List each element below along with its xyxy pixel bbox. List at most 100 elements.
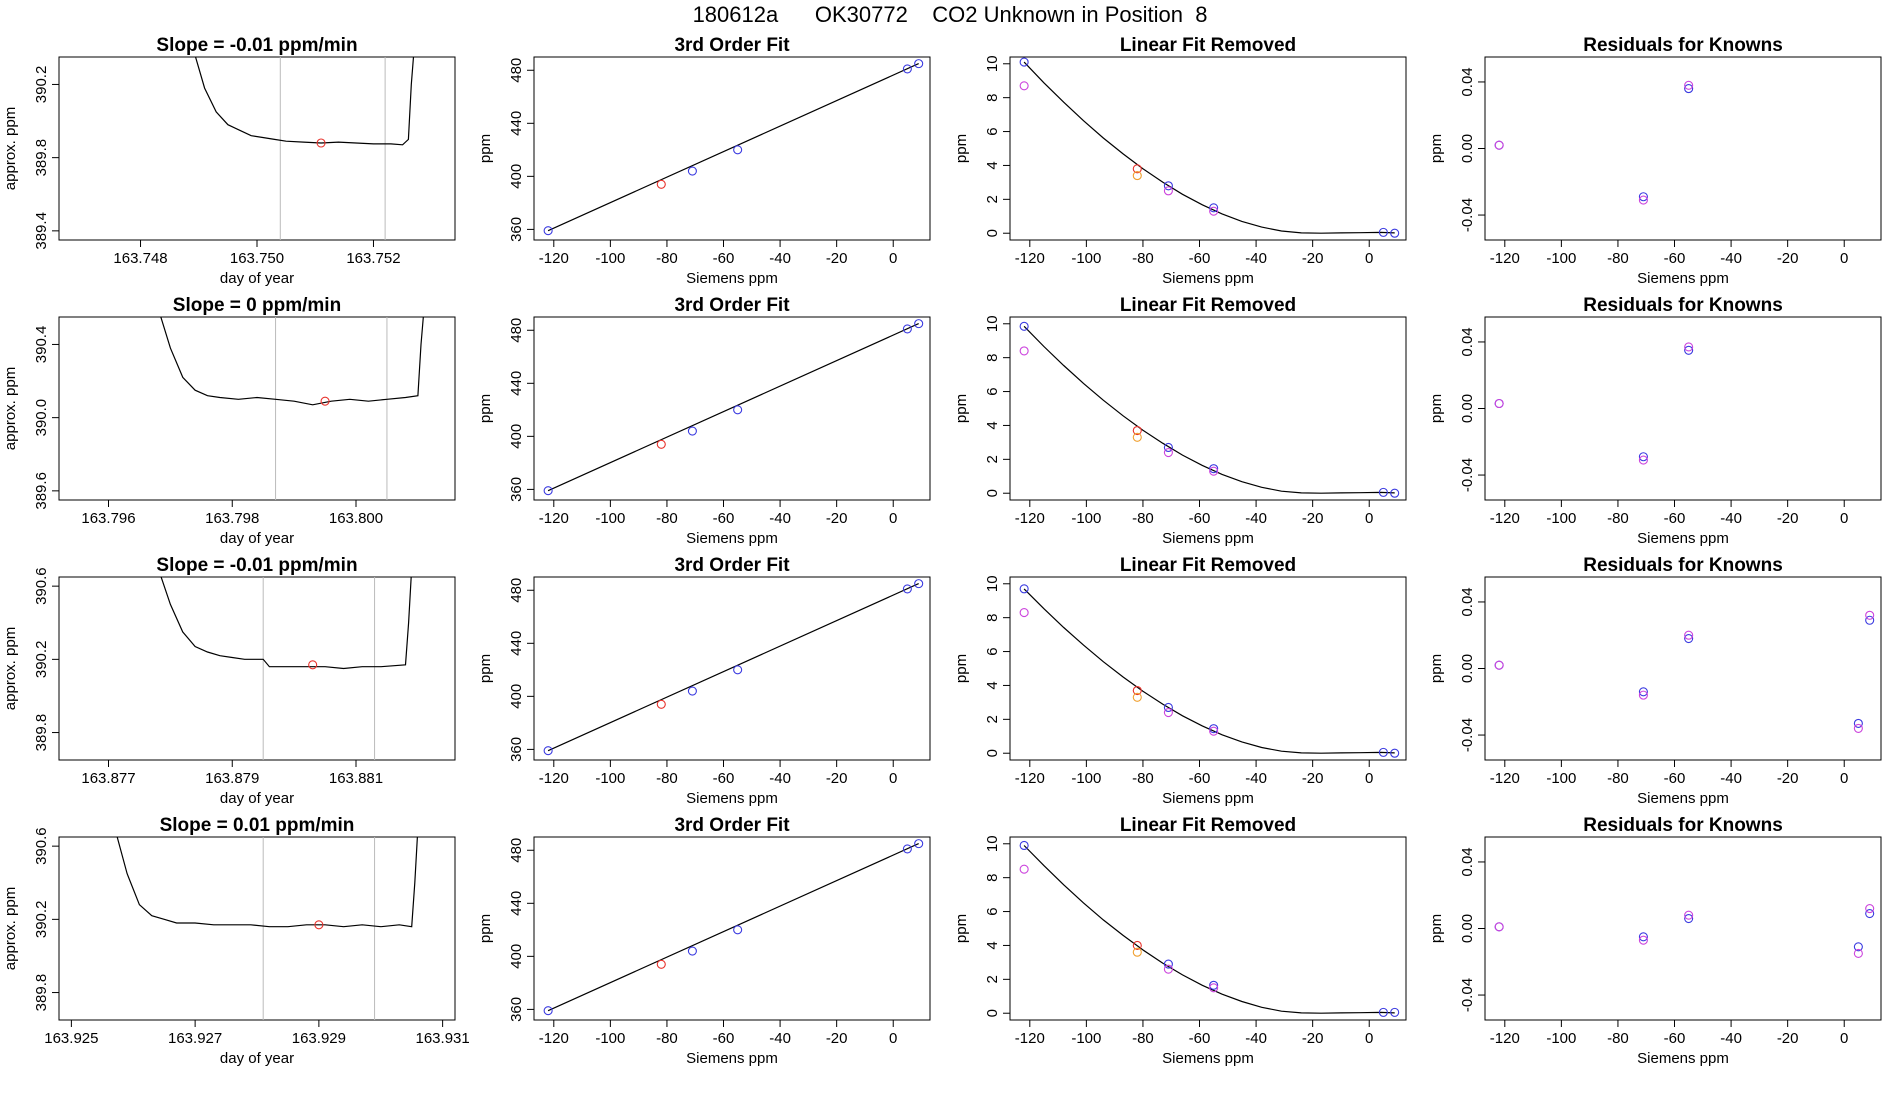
y-axis-label: ppm [477, 134, 494, 163]
y-tick-label: 480 [508, 578, 525, 603]
plot-frame [58, 56, 456, 241]
y-tick-label: 390.0 [33, 399, 50, 437]
plot-frame [1009, 316, 1407, 501]
plot-title: Slope = -0.01 ppm/min [156, 35, 357, 56]
y-tick-label: 0.04 [1459, 67, 1476, 96]
data-point-blue [733, 145, 743, 155]
y-tick-label: 389.6 [33, 472, 50, 510]
data-point-magenta [1853, 948, 1863, 959]
data-point-magenta [1638, 690, 1648, 700]
plot-title: Residuals for Knowns [1583, 295, 1783, 316]
x-tick-label: -80 [1607, 250, 1629, 267]
plot-frame [1484, 836, 1882, 1021]
y-tick-label: -0.04 [1459, 458, 1476, 492]
y-axis-label: ppm [953, 654, 970, 683]
data-point-red [1132, 685, 1142, 696]
x-tick-label: -100 [1071, 510, 1101, 527]
data-point-blue [1684, 84, 1694, 94]
data-point-magenta [1684, 910, 1694, 920]
data-point-magenta [1638, 455, 1648, 465]
y-tick-label: 480 [508, 58, 525, 83]
y-tick-label: 10 [984, 55, 1001, 72]
data-point-magenta [1209, 983, 1219, 993]
x-tick-label: -80 [1132, 1030, 1154, 1047]
data-point-blue [1684, 634, 1694, 644]
x-tick-label: -120 [539, 250, 569, 267]
x-tick-label: -60 [1189, 1030, 1211, 1047]
y-tick-label: 4 [984, 421, 1001, 429]
data-point-blue [902, 64, 912, 74]
data-point-blue [1019, 57, 1029, 67]
y-tick-label: 10 [984, 315, 1001, 332]
data-point-blue [1853, 942, 1863, 952]
data-point-magenta [1494, 398, 1504, 409]
x-tick-label: -60 [1189, 510, 1211, 527]
data-point-magenta [1684, 80, 1694, 90]
x-tick-label: -20 [1777, 770, 1799, 787]
x-tick-label: -20 [1302, 1030, 1324, 1047]
y-tick-label: 0.00 [1459, 914, 1476, 943]
plot-title: Linear Fit Removed [1120, 555, 1296, 576]
data-point-magenta [1865, 610, 1875, 620]
data-point-red [308, 660, 318, 670]
data-point-blue [1209, 980, 1219, 990]
y-tick-label: 4 [984, 941, 1001, 949]
x-axis-label: Siemens ppm [1162, 1050, 1254, 1067]
plot-title: Linear Fit Removed [1120, 815, 1296, 836]
plot-frame [1009, 56, 1407, 241]
data-point-blue [687, 946, 697, 956]
x-tick-label: -40 [769, 1030, 791, 1047]
x-tick-label: -60 [713, 1030, 735, 1047]
data-point-blue [1209, 203, 1219, 213]
x-tick-label: -80 [1607, 510, 1629, 527]
x-tick-label: -80 [1132, 250, 1154, 267]
plot-frame [533, 56, 931, 241]
y-tick-label: 390.6 [33, 827, 50, 865]
x-tick-label: -20 [1302, 250, 1324, 267]
x-axis-label: day of year [220, 270, 294, 287]
x-axis-label: Siemens ppm [686, 1050, 778, 1067]
y-axis-label: ppm [953, 134, 970, 163]
data-point-blue [733, 665, 743, 675]
data-trace [547, 583, 919, 752]
y-tick-label: 440 [508, 891, 525, 916]
data-point-orange [1132, 692, 1142, 702]
y-tick-label: 4 [984, 681, 1001, 689]
y-tick-label: 440 [508, 111, 525, 136]
x-axis-label: Siemens ppm [686, 270, 778, 287]
x-tick-label: -40 [1245, 770, 1267, 787]
x-tick-label: 163.752 [346, 250, 400, 267]
data-point-magenta [1684, 342, 1694, 352]
y-tick-label: 10 [984, 835, 1001, 852]
x-tick-label: 0 [889, 770, 897, 787]
data-trace [547, 63, 919, 232]
data-point-magenta [1853, 723, 1863, 733]
x-tick-label: 163.800 [329, 510, 383, 527]
x-tick-label: -100 [1071, 770, 1101, 787]
y-tick-label: 389.8 [33, 974, 50, 1012]
x-tick-label: -120 [1490, 770, 1520, 787]
data-point-magenta [1494, 922, 1504, 932]
data-point-red [320, 396, 330, 406]
y-tick-label: 360 [508, 217, 525, 242]
x-tick-label: -120 [1015, 770, 1045, 787]
y-tick-label: 2 [984, 975, 1001, 983]
data-point-red [1132, 164, 1142, 174]
x-axis-label: Siemens ppm [1637, 530, 1729, 547]
data-point-blue [902, 844, 912, 854]
x-tick-label: 0 [889, 510, 897, 527]
y-tick-label: 6 [984, 907, 1001, 915]
data-point-blue [687, 166, 697, 176]
y-tick-label: 0.00 [1459, 394, 1476, 423]
data-point-blue [1019, 840, 1029, 851]
x-tick-label: -80 [1607, 1030, 1629, 1047]
plot-title: Linear Fit Removed [1120, 295, 1296, 316]
data-point-blue [733, 405, 743, 415]
x-tick-label: 163.881 [329, 770, 383, 787]
x-axis-label: Siemens ppm [1162, 530, 1254, 547]
y-tick-label: 480 [508, 838, 525, 863]
x-tick-label: -120 [1490, 1030, 1520, 1047]
x-tick-label: -60 [713, 250, 735, 267]
y-tick-label: 8 [984, 93, 1001, 101]
y-axis-label: approx. ppm [2, 887, 19, 970]
